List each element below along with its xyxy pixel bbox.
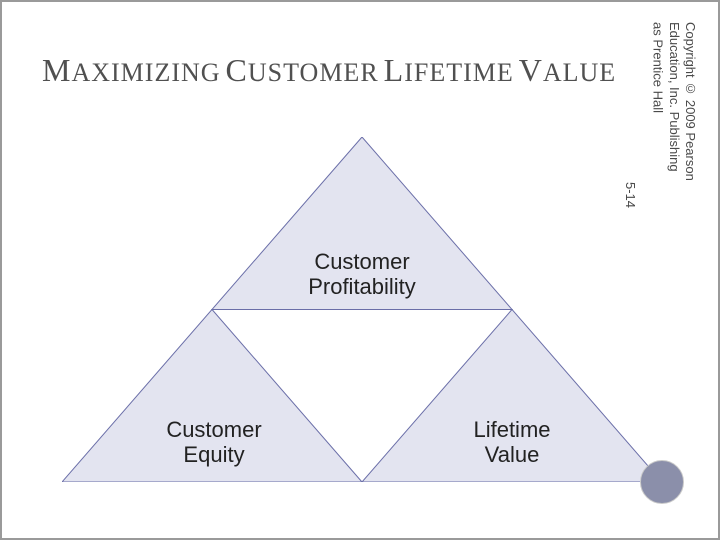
copyright-line3: as Prentice Hall — [651, 22, 666, 113]
title-w4-rest: ALUE — [543, 58, 616, 87]
copyright-line1: Copyright © 2009 Pearson — [683, 22, 698, 181]
title-w2-rest: USTOMER — [248, 58, 379, 87]
label-left-line1: Customer — [166, 417, 261, 442]
title-w3-cap: L — [384, 52, 405, 88]
corner-circle-icon — [640, 460, 684, 504]
label-top-line2: Profitability — [308, 274, 416, 299]
triangle-diagram: Customer Profitability Customer Equity L… — [62, 137, 662, 482]
label-right: Lifetime Value — [442, 417, 582, 468]
slide-title: MAXIMIZING CUSTOMER LIFETIME VALUE — [42, 52, 616, 89]
label-top: Customer Profitability — [292, 249, 432, 300]
copyright-line2: Education, Inc. Publishing — [667, 22, 682, 172]
label-left: Customer Equity — [144, 417, 284, 468]
label-right-line2: Value — [485, 442, 540, 467]
label-right-line1: Lifetime — [473, 417, 550, 442]
title-w1-cap: M — [42, 52, 71, 88]
title-w4-cap: V — [519, 52, 543, 88]
title-w1-rest: AXIMIZING — [71, 58, 220, 87]
title-w3-rest: IFETIME — [404, 58, 514, 87]
title-w2-cap: C — [226, 52, 248, 88]
label-left-line2: Equity — [183, 442, 244, 467]
label-top-line1: Customer — [314, 249, 409, 274]
